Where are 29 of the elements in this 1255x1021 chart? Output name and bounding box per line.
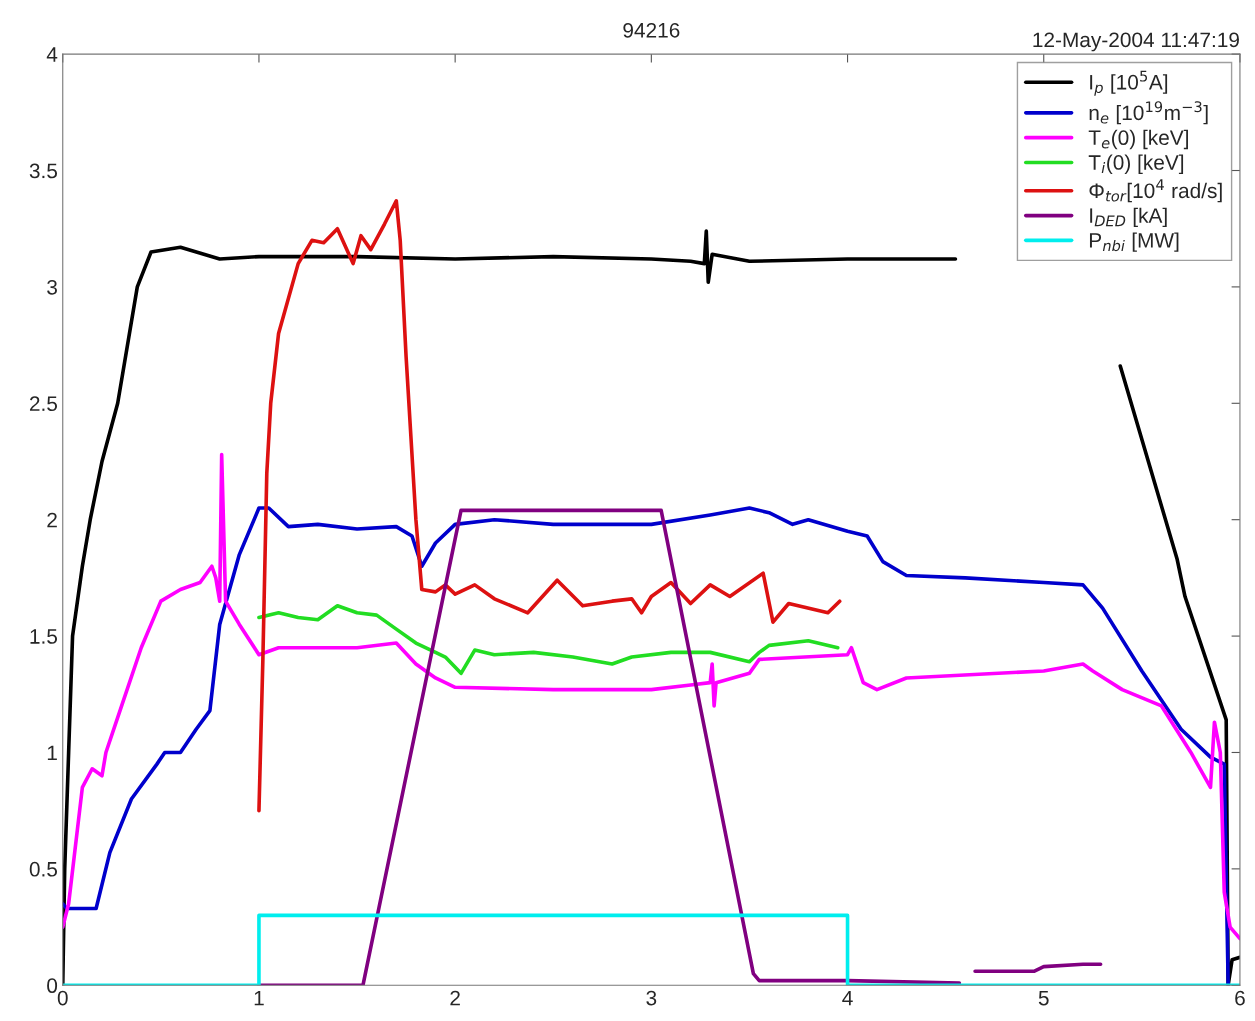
y-tick-label: 2.5 — [29, 396, 58, 412]
y-tick-label: 2 — [47, 512, 57, 528]
x-tick-label: 2 — [450, 990, 460, 1006]
legend-label: Φ$_{tor}$[10$^{4}$ rad/s] — [1089, 179, 1222, 203]
x-tick-label: 0 — [57, 990, 68, 1006]
x-tick-label: 1 — [254, 990, 264, 1006]
x-tick-label: 4 — [842, 990, 853, 1006]
legend-label: T$_{i}$(0) [keV] — [1088, 154, 1184, 174]
line-series — [62, 506, 1230, 986]
text: 12-May-2004 11:47:19 — [1033, 32, 1239, 52]
chart-title: 94216 — [623, 22, 680, 38]
y-tick-label: 3 — [47, 279, 57, 295]
x-tick-label: 5 — [1038, 990, 1049, 1006]
legend-label: n$_{e}$ [10$^{19}$m$^{−3}$] — [1089, 101, 1208, 125]
x-tick-label: 6 — [1235, 990, 1245, 1006]
y-tick-label: 4 — [46, 47, 58, 62]
y-tick-label: 3.5 — [29, 163, 58, 179]
y-tick-label: 1 — [47, 745, 57, 761]
x-tick-label: 3 — [646, 990, 657, 1006]
line-series — [62, 452, 1240, 941]
legend-label: I$_{DED}$ [kA] — [1090, 207, 1167, 228]
legend-label: I$_{p}$ [10$^{5}$A] — [1090, 70, 1168, 96]
line-series — [257, 604, 840, 676]
y-tick-label: 0 — [47, 978, 58, 994]
line-series — [257, 198, 842, 813]
legend-label: P$_{nbi}$ [MW] — [1089, 232, 1179, 252]
y-tick-label: 0.5 — [29, 861, 58, 877]
legend-label: T$_{e}$(0) [keV] — [1088, 129, 1188, 150]
y-tick-label: 1.5 — [30, 629, 58, 644]
